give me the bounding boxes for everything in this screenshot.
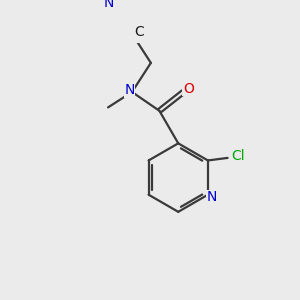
Text: N: N (124, 83, 135, 97)
Text: N: N (104, 0, 114, 10)
Text: N: N (207, 190, 217, 204)
Text: Cl: Cl (231, 149, 245, 163)
Text: O: O (183, 82, 194, 96)
Text: C: C (134, 25, 144, 39)
